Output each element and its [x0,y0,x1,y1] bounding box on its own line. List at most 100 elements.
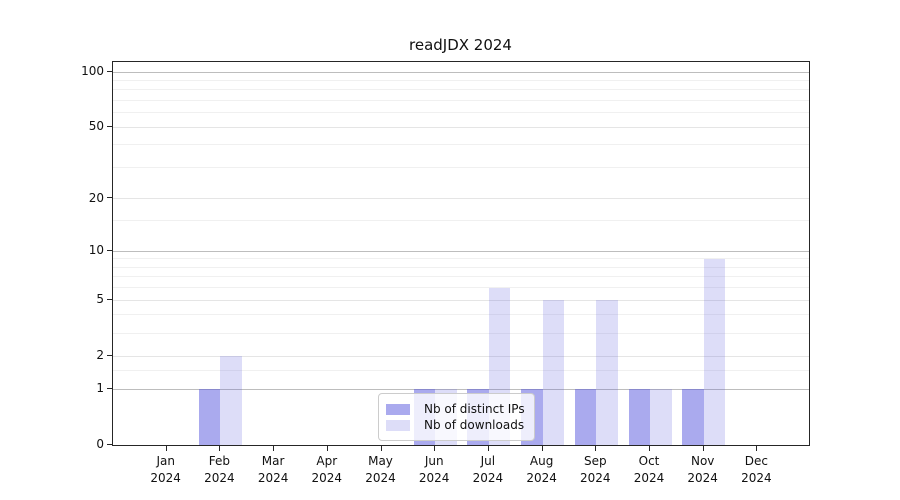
xtick-mark-sep [595,446,597,451]
xtick-month-aug: Aug [529,454,554,468]
ytick-mark-10 [107,249,112,251]
gridline-5 [113,299,809,301]
bar-downloads-feb [220,356,242,445]
ytick-label-50: 50 [88,119,104,134]
xtick-mark-nov [702,446,704,451]
legend-item-downloads: Nb of downloads [386,418,525,432]
xtick-year-jul: 2024 [472,471,504,485]
gridline-6 [113,287,809,289]
gridline-10 [113,250,809,252]
xtick-year-may: 2024 [365,471,396,485]
xtick-month-jan: Jan [156,454,175,468]
xtick-year-mar: 2024 [257,471,289,485]
xtick-mark-mar [273,446,275,451]
bar-downloads-nov [703,258,726,445]
ytick-mark-50 [107,125,112,127]
ytick-label-2: 2 [96,348,104,363]
xtick-label-nov: Nov 2024 [673,453,733,487]
gridline-70 [113,100,809,101]
bar-distinct-ips-feb [198,389,221,445]
xtick-month-oct: Oct [638,454,660,468]
gridline-1 [113,388,809,390]
chart-title: readJDX 2024 [409,36,512,54]
xtick-label-jul: Jul 2024 [458,453,518,487]
xtick-label-jan: Jan 2024 [136,453,196,487]
xtick-label-oct: Oct 2024 [619,453,679,487]
xtick-year-apr: 2024 [311,471,343,485]
ytick-mark-5 [107,298,112,300]
gridline-8 [113,266,809,268]
bar-distinct-ips-oct [628,389,650,445]
ytick-mark-20 [107,197,112,199]
xtick-mark-may [380,446,382,451]
legend-label-distinct-ips: Nb of distinct IPs [424,402,525,416]
legend-item-distinct-ips: Nb of distinct IPs [386,402,525,416]
xtick-year-sep: 2024 [580,471,611,485]
gridline-15 [113,220,809,222]
xtick-mark-dec [756,446,758,451]
legend: Nb of distinct IPs Nb of downloads [378,393,535,441]
xtick-label-apr: Apr 2024 [297,453,357,487]
xtick-label-dec: Dec 2024 [726,453,786,487]
xtick-label-feb: Feb 2024 [189,453,249,487]
gridline-50 [113,126,809,128]
ytick-label-20: 20 [88,190,104,205]
ytick-label-10: 10 [88,243,104,258]
xtick-month-jun: Jun [424,454,444,468]
xtick-mark-feb [219,446,221,451]
bar-downloads-oct [650,389,672,445]
gridline-4 [113,314,809,316]
xtick-month-sep: Sep [583,454,607,468]
xtick-mark-jan [165,446,167,451]
gridline-1.5 [113,370,809,372]
xtick-month-apr: Apr [316,454,338,468]
gridline-80 [113,89,809,91]
gridline-90 [113,79,809,81]
ytick-label-100: 100 [81,64,104,78]
gridline-7 [113,276,809,278]
xtick-year-oct: 2024 [633,471,665,485]
xtick-mark-oct [649,446,650,451]
xtick-year-dec: 2024 [741,471,772,485]
xtick-year-jun: 2024 [418,471,450,485]
gridline-2 [113,355,809,357]
xtick-year-nov: 2024 [687,471,718,485]
xtick-label-may: May 2024 [351,453,411,487]
gridline-20 [113,198,809,200]
bar-distinct-ips-sep [574,389,597,445]
xtick-month-may: May [368,454,393,468]
ytick-label-1: 1 [96,381,104,395]
bar-downloads-aug [542,300,565,445]
xtick-mark-jun [434,446,436,451]
gridline-60 [113,112,809,114]
gridline-30 [113,167,809,168]
xtick-month-jul: Jul [480,454,496,468]
ytick-label-5: 5 [96,292,104,307]
bar-downloads-sep [596,300,618,445]
xtick-mark-apr [326,446,328,451]
gridline-3 [113,332,809,334]
legend-swatch-downloads [386,419,410,431]
legend-label-downloads: Nb of downloads [424,418,525,432]
xtick-year-aug: 2024 [526,471,557,485]
gridline-40 [113,144,809,146]
xtick-label-sep: Sep 2024 [565,453,625,487]
ytick-mark-1 [107,387,112,389]
xtick-mark-aug [541,446,543,451]
xtick-year-jan: 2024 [150,471,181,485]
xtick-month-nov: Nov [690,454,715,468]
xtick-label-aug: Aug 2024 [512,453,572,487]
ytick-mark-100 [107,70,112,72]
gridline-100 [113,71,809,73]
bar-distinct-ips-nov [682,389,704,445]
xtick-label-mar: Mar 2024 [243,453,303,487]
ytick-label-0: 0 [96,437,104,451]
ytick-mark-2 [107,354,112,356]
ytick-mark-0 [107,443,112,445]
plot-area: Nb of distinct IPs Nb of downloads [112,61,810,446]
gridline-9 [113,258,809,260]
legend-swatch-distinct-ips [386,403,410,415]
xtick-year-feb: 2024 [204,471,235,485]
xtick-mark-jul [487,446,489,451]
xtick-label-jun: Jun 2024 [404,453,464,487]
